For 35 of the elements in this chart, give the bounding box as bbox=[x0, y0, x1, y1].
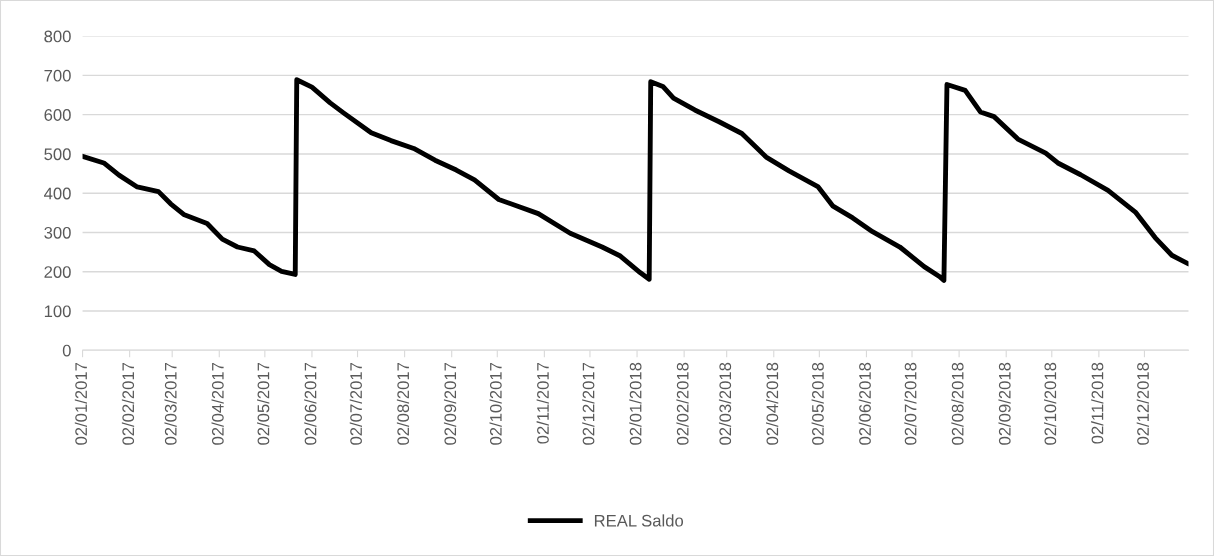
x-tick-label: 02/06/2017 bbox=[304, 362, 317, 445]
x-tick-label: 02/08/2017 bbox=[396, 362, 410, 445]
x-tick-label: 02/03/2018 bbox=[718, 362, 732, 445]
x-tick-label: 02/12/2017 bbox=[582, 362, 595, 445]
x-tick-label: 02/11/2018 bbox=[1091, 362, 1104, 444]
x-tick-label: 02/10/2018 bbox=[1044, 362, 1057, 445]
x-tick-label: 02/12/2018 bbox=[1136, 362, 1149, 445]
x-tick-label: 02/05/2017 bbox=[257, 362, 270, 445]
y-tick-label: 200 bbox=[44, 266, 71, 278]
y-tick-label: 600 bbox=[44, 109, 71, 121]
x-tick-label: 02/10/2017 bbox=[489, 362, 502, 445]
y-tick-label: 0 bbox=[62, 344, 71, 357]
x-tick-label: 02/07/2017 bbox=[349, 362, 362, 445]
x-tick-label: 02/04/2018 bbox=[766, 362, 779, 445]
x-tick-label: 02/08/2018 bbox=[951, 362, 964, 445]
y-tick-label: 400 bbox=[44, 187, 71, 200]
y-tick-label: 300 bbox=[44, 226, 71, 239]
x-tick-label: 02/01/2017 bbox=[74, 362, 88, 445]
y-tick-label: 500 bbox=[44, 148, 71, 161]
legend-label: REAL Saldo bbox=[594, 514, 684, 527]
y-tick-label: 100 bbox=[44, 305, 71, 318]
y-tick-label: 700 bbox=[44, 69, 71, 82]
line-series bbox=[82, 77, 1189, 283]
x-tick-label: 02/01/2018 bbox=[629, 362, 642, 445]
y-tick-label: 800 bbox=[44, 30, 71, 43]
x-tick-label: 02/04/2017 bbox=[211, 362, 224, 445]
x-tick-label: 02/11/2017 bbox=[536, 362, 549, 444]
x-tick-label: 02/02/2018 bbox=[676, 362, 689, 445]
x-tick-label: 02/09/2018 bbox=[998, 362, 1011, 445]
x-tick-label: 02/05/2018 bbox=[811, 362, 824, 445]
x-tick-label: 02/09/2017 bbox=[443, 362, 457, 445]
x-tick-label: 02/07/2018 bbox=[904, 362, 917, 445]
x-tick-label: 02/06/2018 bbox=[858, 362, 871, 445]
x-tick-label: 02/02/2017 bbox=[121, 362, 135, 445]
x-tick-label: 02/03/2017 bbox=[164, 362, 177, 445]
